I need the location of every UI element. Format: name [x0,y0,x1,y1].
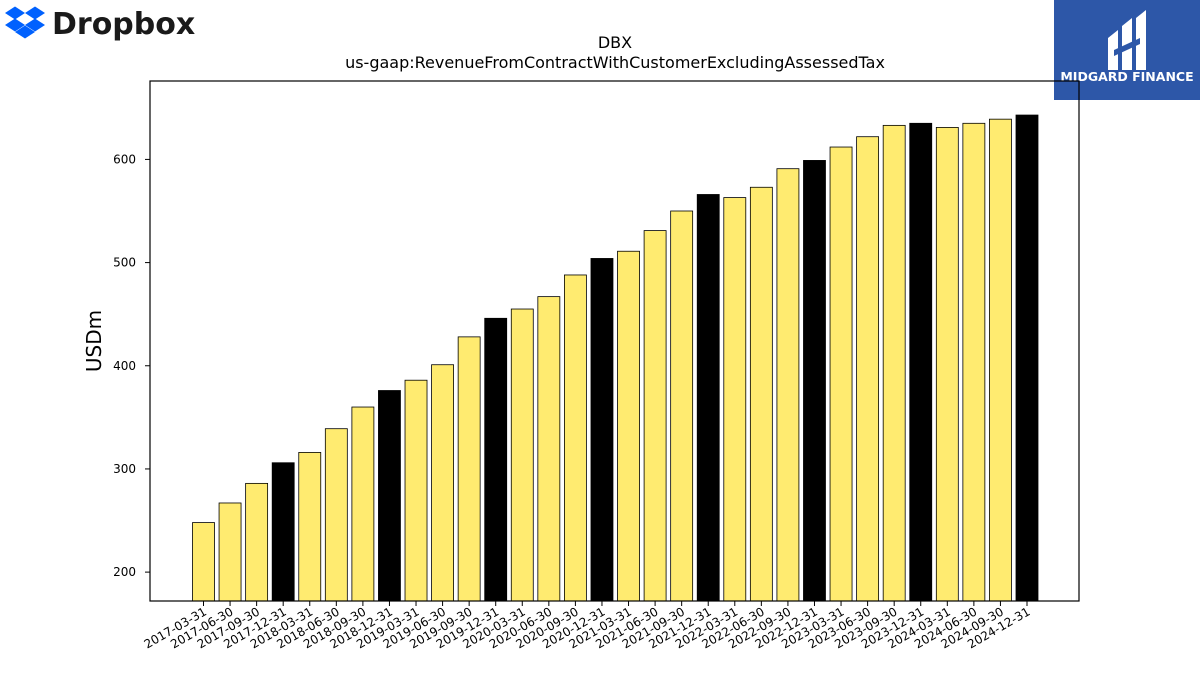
y-tick-label: 400 [113,359,136,373]
y-tick-label: 600 [113,152,136,166]
dropbox-logo: Dropbox [5,6,195,42]
bar-2023-03-31 [829,146,853,602]
bar-2024-12-31 [1015,114,1039,602]
bar-2017-06-30 [218,502,242,602]
bar-2022-06-30 [749,186,773,602]
bar-2018-12-31 [378,390,401,602]
dropbox-icon-diamond [25,18,45,32]
dropbox-icon [5,6,45,39]
chart-title: DBX [598,33,632,52]
x-axis-ticks: 2017-03-312017-06-302017-09-302017-12-31… [142,601,1033,651]
y-tick-label: 500 [113,256,136,270]
bar-2024-03-31 [935,127,959,602]
bar-2019-03-31 [404,379,428,602]
bars-group [192,114,1039,602]
midgard-logo-text: MIDGARD FINANCE [1060,69,1193,84]
dropbox-icon-diamond [15,25,35,39]
bar-2020-12-31 [590,258,614,602]
chart-subtitle: us-gaap:RevenueFromContractWithCustomerE… [345,53,885,72]
plot-area: 200 300 400 500 600 2017-03-312017-06-302017… [113,80,1080,651]
y-axis-ticks: 200 300 400 500 600 [113,152,150,579]
y-tick-label: 200 [113,565,136,579]
dropbox-icon-diamond [25,6,45,20]
dropbox-icon-diamond [5,6,25,20]
bar-2018-09-30 [351,406,375,602]
dropbox-icon-diamond [5,18,25,32]
bar-2018-03-31 [298,452,322,602]
y-tick-label: 300 [113,462,136,476]
bar-2024-06-30 [962,122,986,602]
dropbox-logo-text: Dropbox [52,7,195,42]
bar-2019-06-30 [431,364,454,602]
bar-2017-03-31 [192,522,215,602]
bar-2023-09-30 [882,124,906,602]
bar-2017-12-31 [271,462,295,602]
bar-2018-06-30 [324,428,348,602]
bar-2022-09-30 [776,168,800,602]
bar-2022-12-31 [803,160,826,602]
bar-2024-09-30 [989,118,1012,602]
bar-2019-09-30 [457,336,481,602]
bar-2023-06-30 [856,136,880,602]
bar-2021-12-31 [696,194,720,602]
midgard-emblem-icon [1108,10,1146,70]
midgard-finance-logo: MIDGARD FINANCE [1054,0,1200,100]
bar-2023-12-31 [909,122,933,602]
bar-2020-03-31 [510,308,534,602]
bar-2017-09-30 [245,482,269,602]
y-axis-label: USDm [82,310,106,372]
bar-2019-12-31 [484,317,508,602]
plot-frame [149,80,1080,602]
bar-2021-03-31 [617,250,640,602]
bar-2020-09-30 [564,274,587,602]
bar-2022-03-31 [723,197,747,602]
bar-2021-09-30 [670,210,694,602]
bar-2021-06-30 [643,230,667,602]
bar-2020-06-30 [537,296,561,602]
